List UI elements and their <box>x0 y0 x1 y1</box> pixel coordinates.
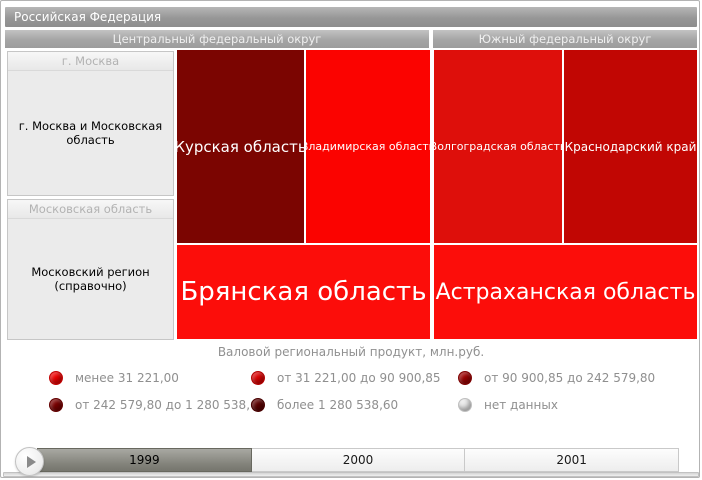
subgroup-header-moscow-oblast[interactable]: Московская область <box>8 200 173 219</box>
legend-swatch-icon <box>49 398 63 412</box>
legend-item: менее 31 221,00 <box>49 370 179 386</box>
year-segment-2000[interactable]: 2000 <box>251 448 466 472</box>
play-button[interactable] <box>15 447 44 476</box>
treemap-cell-moscow-region[interactable]: Московский регион (справочно) <box>31 265 150 293</box>
treemap-cell-volgograd[interactable]: Волгоградская область <box>434 50 562 243</box>
treemap-cell-moscow-city[interactable]: г. Москва и Московская область <box>18 119 163 147</box>
legend-item: нет данных <box>458 397 558 413</box>
legend-item: более 1 280 538,60 <box>251 397 398 413</box>
legend-item: от 90 900,85 до 242 579,80 <box>458 370 655 386</box>
slider-track[interactable] <box>3 472 699 477</box>
treemap-cell-krasnodar[interactable]: Краснодарский край <box>564 50 697 243</box>
district-header-south[interactable]: Южный федеральный округ <box>433 30 697 48</box>
play-icon <box>26 455 36 468</box>
year-slider: 1999 2000 2001 <box>37 448 680 472</box>
country-header[interactable]: Российская Федерация <box>5 7 697 27</box>
treemap-cell-astrakhan[interactable]: Астраханская область <box>434 245 697 339</box>
legend-swatch-icon <box>458 371 472 385</box>
legend-item-label: от 90 900,85 до 242 579,80 <box>484 371 656 385</box>
legend-item: от 31 221,00 до 90 900,85 <box>251 370 441 386</box>
legend-item-label: от 242 579,80 до 1 280 538,60 <box>75 398 266 412</box>
treemap-cell-vladimir[interactable]: Владимирская область <box>306 50 430 243</box>
legend-item-label: менее 31 221,00 <box>75 371 179 385</box>
year-segment-1999[interactable]: 1999 <box>37 448 252 472</box>
legend-item: от 242 579,80 до 1 280 538,60 <box>49 397 265 413</box>
legend-item-label: нет данных <box>484 398 558 412</box>
legend-item-label: от 31 221,00 до 90 900,85 <box>277 371 441 385</box>
subgroup-panel-moscow-oblast: Московская область Московский регион (сп… <box>7 199 174 340</box>
district-header-central[interactable]: Центральный федеральный округ <box>5 30 429 48</box>
legend-title: Валовой региональный продукт, млн.руб. <box>217 345 485 359</box>
subgroup-header-moscow-city[interactable]: г. Москва <box>8 52 173 71</box>
subgroup-panel-moscow-city: г. Москва г. Москва и Московская область <box>7 51 174 196</box>
legend-swatch-icon <box>458 398 472 412</box>
year-segment-2001[interactable]: 2001 <box>465 448 680 472</box>
legend-item-label: более 1 280 538,60 <box>277 398 399 412</box>
treemap-cell-bryansk[interactable]: Брянская область <box>177 245 430 339</box>
legend-swatch-icon <box>251 371 265 385</box>
legend-swatch-icon <box>251 398 265 412</box>
legend-swatch-icon <box>49 371 63 385</box>
treemap-cell-kursk[interactable]: Курская область <box>177 50 304 243</box>
